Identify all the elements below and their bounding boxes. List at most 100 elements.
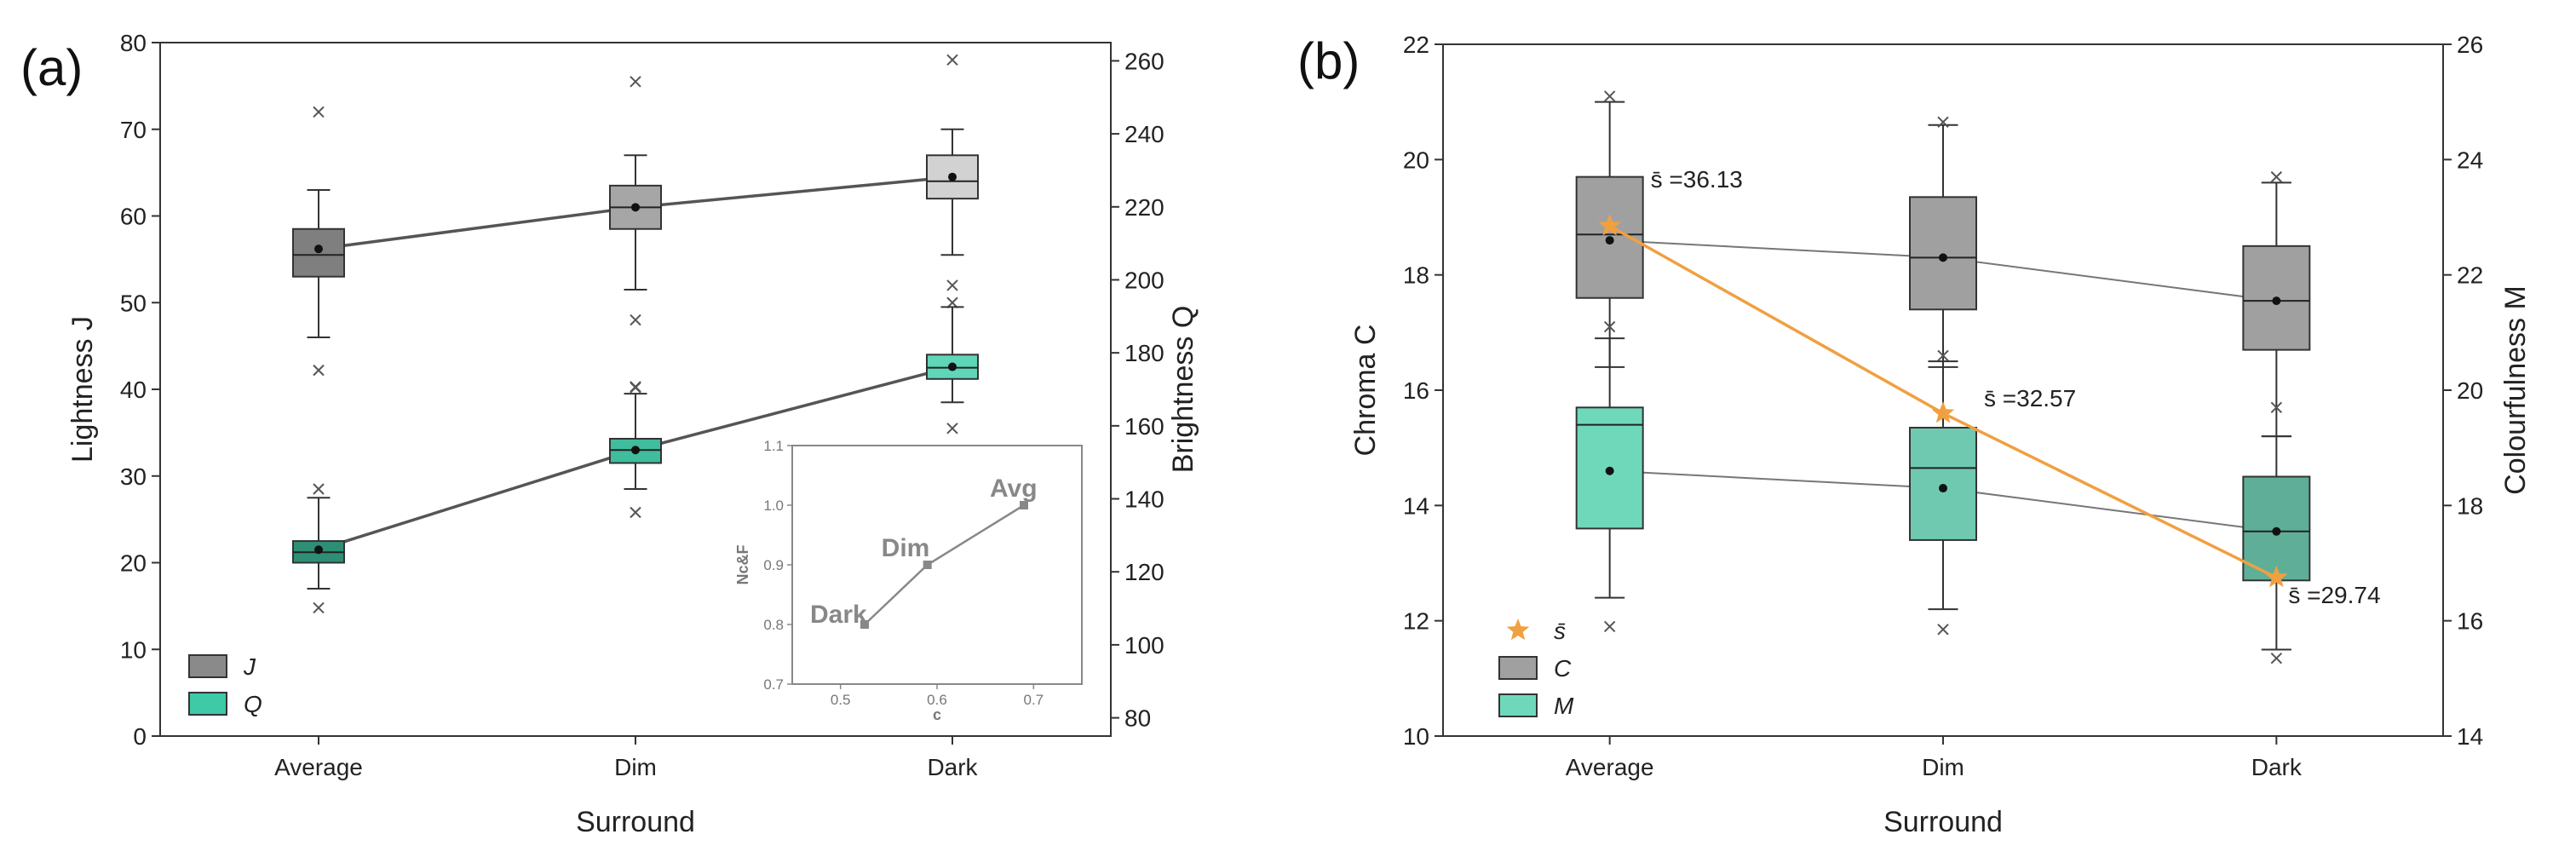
outlier-marker xyxy=(630,382,641,394)
legend-label-C: C xyxy=(1554,655,1572,682)
x-tick-label: Dim xyxy=(1922,754,1964,780)
legend-swatch-M xyxy=(1498,693,1538,717)
y2-tick-label: 180 xyxy=(1124,340,1164,366)
y-axis-title: Lightness J xyxy=(66,316,99,463)
legend-star-icon xyxy=(1506,618,1530,641)
legend-swatch-C xyxy=(1498,656,1538,680)
outlier-marker xyxy=(946,423,958,434)
y-tick-label: 20 xyxy=(120,550,147,577)
x-axis-title: Surround xyxy=(576,806,695,838)
legend-label-M: M xyxy=(1554,693,1574,719)
box-C-Dim xyxy=(1909,196,1977,311)
mean-point xyxy=(1939,484,1947,493)
y2-tick-label: 80 xyxy=(1124,705,1151,732)
y-tick-label: 60 xyxy=(120,204,147,230)
mean-point xyxy=(948,172,957,181)
legend-swatch-J xyxy=(188,654,227,678)
sbar-star-point xyxy=(2265,565,2288,588)
outlier-marker xyxy=(1603,320,1616,333)
inset-y-tick-label: 0.7 xyxy=(763,676,784,693)
y2-tick-label: 22 xyxy=(2457,262,2483,289)
y-tick-label: 14 xyxy=(1403,492,1429,519)
legend-label-J: J xyxy=(243,653,256,680)
outlier-marker xyxy=(1937,624,1949,636)
inset-x-tick-label: 0.5 xyxy=(831,692,851,708)
y-tick-label: 10 xyxy=(1403,723,1429,750)
inset-y-tick-label: 1.1 xyxy=(763,438,784,454)
panel-b-label: (b) xyxy=(1297,32,1360,89)
inset-point xyxy=(860,620,869,629)
y2-axis-title: Brightness Q xyxy=(1167,306,1199,474)
inset-x-tick-label: 0.6 xyxy=(927,692,947,708)
outlier-marker xyxy=(313,601,325,614)
outlier-marker xyxy=(946,279,958,291)
outlier-marker xyxy=(313,483,325,495)
inset-y-axis-title: Nc&F xyxy=(734,544,751,584)
y-tick-label: 12 xyxy=(1403,608,1429,635)
y2-tick-label: 24 xyxy=(2457,147,2483,173)
outlier-marker xyxy=(1937,349,1949,362)
sbar-star-point xyxy=(1598,214,1621,236)
x-tick-label: Dark xyxy=(2251,754,2303,780)
y2-tick-label: 200 xyxy=(1124,267,1164,293)
outlier-marker xyxy=(630,76,641,88)
y-tick-label: 80 xyxy=(120,30,147,56)
outlier-marker xyxy=(2270,170,2283,183)
legend-label-s̄: s̄ xyxy=(1554,618,1566,644)
panel-a: (a) 0 10 20 30 40 50 60 70 80 80 100 120 140 160 180 20… xyxy=(20,30,1199,838)
mean-point xyxy=(314,545,323,555)
outlier-marker xyxy=(2270,652,2283,665)
x-tick-label: Dim xyxy=(614,754,657,780)
box-M-Dim xyxy=(1909,426,1977,541)
y-tick-label: 20 xyxy=(1403,147,1429,173)
y2-tick-label: 18 xyxy=(2457,492,2483,519)
inset-point xyxy=(923,561,932,569)
inset-point-label: Avg xyxy=(990,475,1038,503)
sbar-label: s̄ =36.13 xyxy=(1651,166,1743,193)
legend-label-Q: Q xyxy=(244,691,262,717)
outlier-marker xyxy=(946,296,958,308)
inset-frame xyxy=(791,445,1083,685)
outlier-marker xyxy=(1937,116,1949,129)
sbar-label: s̄ =29.74 xyxy=(2288,582,2380,608)
mean-point xyxy=(1605,466,1614,475)
outlier-marker xyxy=(630,506,641,519)
outlier-marker xyxy=(313,364,325,377)
mean-point xyxy=(314,245,323,254)
x-tick-label: Average xyxy=(274,754,363,780)
y-tick-label: 10 xyxy=(120,636,147,663)
y2-tick-label: 16 xyxy=(2457,608,2483,635)
inset-y-tick-label: 0.8 xyxy=(763,617,784,633)
y2-tick-label: 220 xyxy=(1124,194,1164,221)
inset-x-tick-label: 0.7 xyxy=(1024,692,1044,708)
outlier-marker xyxy=(313,106,325,118)
y-tick-label: 0 xyxy=(133,723,147,750)
y2-tick-label: 20 xyxy=(2457,377,2483,404)
mean-point xyxy=(948,362,957,371)
sbar-label: s̄ =32.57 xyxy=(1984,385,2076,411)
mean-point xyxy=(631,203,640,212)
outlier-marker xyxy=(946,54,958,66)
mean-point xyxy=(2272,296,2281,306)
mean-point xyxy=(1939,253,1947,262)
y-tick-label: 30 xyxy=(120,463,147,490)
y2-tick-label: 160 xyxy=(1124,413,1164,440)
y2-tick-label: 26 xyxy=(2457,32,2483,58)
x-tick-label: Average xyxy=(1566,754,1654,780)
panel-b: (b) 10 12 14 16 18 20 22 14 16 18 20 22 24 26 Average D… xyxy=(1297,32,2532,838)
y2-tick-label: 14 xyxy=(2457,723,2483,750)
y-tick-label: 40 xyxy=(120,377,147,403)
y-tick-label: 18 xyxy=(1403,262,1429,289)
outlier-marker xyxy=(2270,401,2283,414)
outlier-marker xyxy=(1603,90,1616,102)
y2-tick-label: 140 xyxy=(1124,486,1164,513)
x-axis-title: Surround xyxy=(1883,806,2003,838)
y-tick-label: 16 xyxy=(1403,377,1429,404)
inset-point-label: Dark xyxy=(810,601,867,629)
y2-tick-label: 100 xyxy=(1124,632,1164,659)
x-tick-label: Dark xyxy=(927,754,978,780)
inset-point-label: Dim xyxy=(882,534,930,562)
y2-axis-title: Colourfulness M xyxy=(2499,285,2532,495)
y2-tick-label: 260 xyxy=(1124,48,1164,74)
